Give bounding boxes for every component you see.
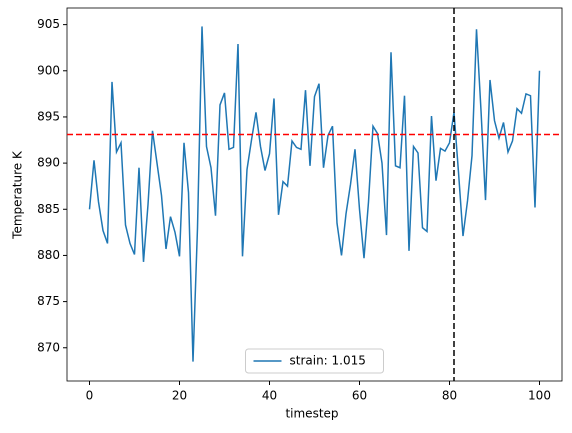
data-line (88, 26, 541, 362)
x-tick-label: 100 (528, 389, 551, 403)
y-tick-label: 875 (37, 294, 60, 308)
y-tick-label: 880 (37, 248, 60, 262)
y-axis-label: Temperature K (11, 150, 25, 240)
legend-box (245, 348, 384, 374)
y-tick-label: 895 (37, 109, 60, 123)
x-tick-label: 60 (352, 389, 367, 403)
x-tick-label: 80 (442, 389, 457, 403)
y-tick-label: 890 (37, 156, 60, 170)
x-tick-label: 20 (172, 389, 187, 403)
y-tick-label: 870 (37, 340, 60, 354)
x-axis-label: timestep (285, 407, 338, 421)
x-tick-label: 0 (86, 389, 94, 403)
legend-label: strain: 1.015 (290, 354, 366, 368)
y-tick-label: 885 (37, 202, 60, 216)
y-tick-label: 900 (37, 63, 60, 77)
plot-area (66, 7, 563, 382)
y-tick-label: 905 (37, 17, 60, 31)
x-tick-label: 40 (262, 389, 277, 403)
